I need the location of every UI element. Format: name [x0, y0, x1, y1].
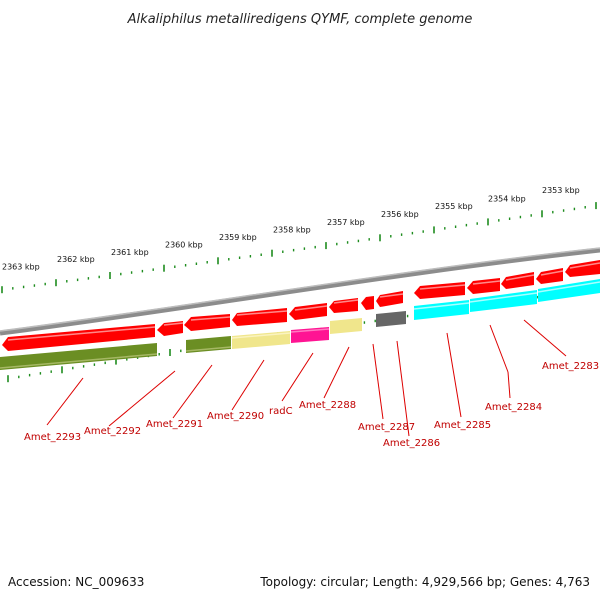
gene-label[interactable]: radC [269, 406, 293, 417]
gene-bar-cyan[interactable] [414, 300, 469, 320]
gene-label[interactable]: Amet_2283 [542, 361, 599, 372]
cds-arrow[interactable] [414, 282, 465, 299]
backbone-highlight [0, 247, 600, 332]
gene-label[interactable]: Amet_2292 [84, 426, 141, 437]
gene-label[interactable]: Amet_2285 [434, 420, 491, 431]
gene-label[interactable]: Amet_2288 [299, 400, 356, 411]
gene-label[interactable]: Amet_2291 [146, 419, 203, 430]
kbp-tick-label: 2360 kbp [165, 241, 203, 250]
genome-backbone [0, 247, 600, 336]
gene-labels: Amet_2293 Amet_2292 Amet_2291 Amet_2290 … [24, 361, 599, 449]
cds-arrow[interactable] [467, 278, 500, 294]
cds-arrow[interactable] [536, 268, 563, 284]
gene-bar-yellow[interactable] [232, 331, 290, 349]
cds-arrow[interactable] [501, 272, 534, 289]
map-title: Alkaliphilus metalliredigens QYMF, compl… [127, 12, 473, 27]
kbp-tick-label: 2358 kbp [273, 226, 311, 235]
kbp-tick-label: 2362 kbp [57, 255, 95, 264]
topology-text: Topology: circular; Length: 4,929,566 bp… [259, 575, 590, 589]
kbp-tick-label: 2359 kbp [219, 233, 257, 242]
cds-arrow[interactable] [232, 308, 287, 326]
gene-label[interactable]: Amet_2284 [485, 402, 542, 413]
gene-label[interactable]: Amet_2290 [207, 411, 264, 422]
kbp-tick-labels: 2363 kbp 2362 kbp 2361 kbp 2360 kbp 2359 kbp… [2, 186, 580, 271]
gene-features [0, 260, 600, 370]
label-leader-lines [46, 319, 567, 437]
kbp-tick-label: 2354 kbp [488, 194, 526, 203]
cds-arrow[interactable] [329, 298, 358, 313]
cds-arrow[interactable] [157, 321, 183, 336]
accession-text: Accession: NC_009633 [8, 575, 144, 589]
gene-label[interactable]: Amet_2286 [383, 438, 440, 449]
kbp-tick-label: 2355 kbp [435, 202, 473, 211]
gene-bar-yellow[interactable] [330, 318, 362, 334]
cds-arrow[interactable] [289, 303, 327, 320]
cds-arrow[interactable] [184, 314, 230, 331]
gene-label[interactable]: Amet_2287 [358, 422, 415, 433]
kbp-tick-label: 2353 kbp [542, 186, 580, 195]
kbp-tick-label: 2361 kbp [111, 248, 149, 257]
kbp-tick-label: 2356 kbp [381, 210, 419, 219]
cds-arrow[interactable] [376, 291, 403, 307]
kbp-tick-label: 2363 kbp [2, 262, 40, 271]
cds-arrow[interactable] [361, 296, 374, 310]
gene-bar-grey[interactable] [376, 311, 406, 327]
gene-bar-olive[interactable] [0, 343, 157, 370]
gene-label[interactable]: Amet_2293 [24, 432, 81, 443]
kbp-tick-label: 2357 kbp [327, 218, 365, 227]
